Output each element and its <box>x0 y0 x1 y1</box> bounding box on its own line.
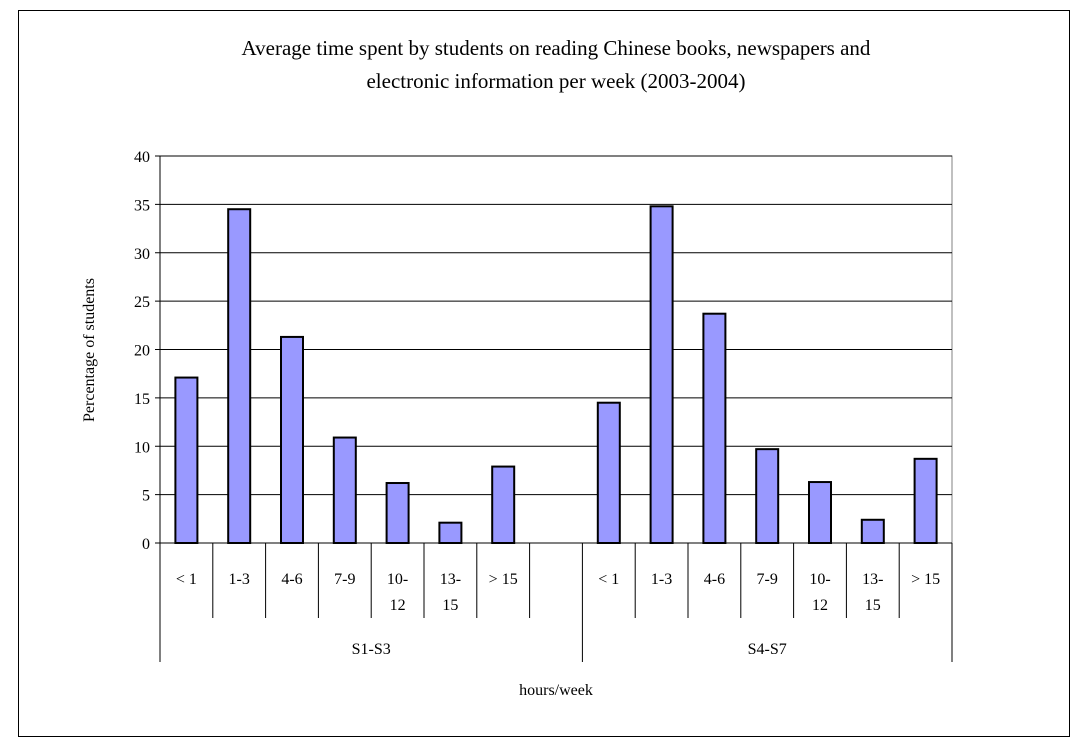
bar-s4-s7-7 <box>913 457 938 545</box>
bar-s4-s7-4 <box>755 448 780 544</box>
x-axis-label: hours/week <box>519 682 593 699</box>
bar-s1-s3-4 <box>332 436 357 545</box>
bar-s1-s3-1 <box>174 376 199 544</box>
bar-s1-s3-7 <box>491 465 516 545</box>
y-axis-label: Percentage of students <box>81 278 98 422</box>
category-label: > 15 <box>911 571 940 588</box>
category-label: < 1 <box>598 571 619 588</box>
category-label: > 15 <box>489 571 518 588</box>
bar-s1-s3-3 <box>280 335 304 544</box>
chart-title-line-1: Average time spent by students on readin… <box>242 36 871 60</box>
y-tick-label: 15 <box>134 391 150 408</box>
y-tick-label: 25 <box>134 294 150 311</box>
bar-s4-s7-3 <box>702 312 727 545</box>
y-tick-label: 0 <box>142 536 150 553</box>
category-label: 13-15 <box>862 571 883 614</box>
chart-title-line-2: electronic information per week (2003-20… <box>366 69 745 93</box>
bar-s4-s7-6 <box>860 518 885 545</box>
group-label-s1-s3: S1-S3 <box>352 641 391 658</box>
category-label: 4-6 <box>704 571 725 588</box>
y-tick-label: 35 <box>134 197 150 214</box>
y-tick-label: 20 <box>134 343 150 360</box>
bar-s4-s7-1 <box>596 401 621 544</box>
category-label: 1-3 <box>651 571 672 588</box>
y-tick-label: 30 <box>134 246 150 263</box>
category-label: 10-12 <box>809 571 830 614</box>
bar-s4-s7-2 <box>649 205 674 544</box>
y-tick-label: 5 <box>142 488 150 505</box>
category-label: 4-6 <box>281 571 302 588</box>
category-label: 1-3 <box>229 571 250 588</box>
category-label: < 1 <box>176 571 197 588</box>
category-label: 10-12 <box>387 571 408 614</box>
bar-s1-s3-6 <box>438 521 463 544</box>
category-label: 13-15 <box>440 571 461 614</box>
group-label-s4-s7: S4-S7 <box>748 641 787 658</box>
y-tick-label: 40 <box>134 149 150 166</box>
category-label: 7-9 <box>334 571 355 588</box>
category-label: 7-9 <box>757 571 778 588</box>
plot-area: 0 5 10 15 20 25 30 35 40 < 1 1-3 4-6 7-9 10-12 13-15 > … <box>134 149 953 662</box>
bar-s1-s3-2 <box>227 208 252 544</box>
y-tick-label: 10 <box>134 439 150 456</box>
bar-s4-s7-5 <box>808 481 832 544</box>
bar-s1-s3-5 <box>385 482 410 545</box>
